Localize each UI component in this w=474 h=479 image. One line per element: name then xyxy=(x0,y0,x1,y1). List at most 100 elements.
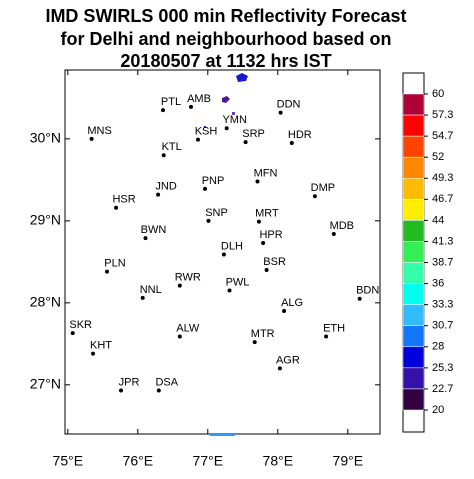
station-label: MTR xyxy=(251,328,275,340)
colorbar-label: 28 xyxy=(432,341,444,353)
color-box xyxy=(402,388,425,411)
station-dot xyxy=(224,126,229,131)
station-dot xyxy=(156,388,161,393)
color-box xyxy=(402,283,425,305)
station-label: AMB xyxy=(187,93,211,105)
station-label: HSR xyxy=(112,194,135,206)
subtitle: for Delhi and neighbourhood based on xyxy=(61,29,392,49)
colorbar-label: 25.3 xyxy=(432,362,453,374)
station-label: KHT xyxy=(90,340,112,352)
y-tick-label: 27°N xyxy=(30,376,61,392)
station-label: JND xyxy=(155,181,176,193)
station-dot xyxy=(227,288,232,293)
station-dot xyxy=(203,186,207,191)
station-dot xyxy=(331,231,336,236)
station-dot xyxy=(277,366,282,371)
colorbar-label: 33.3 xyxy=(432,299,453,311)
station-label: DLH xyxy=(221,240,243,252)
x-tick-label: 79°E xyxy=(333,453,364,469)
station-dot xyxy=(156,192,161,197)
station-label: MRT xyxy=(255,208,279,220)
station-dot xyxy=(143,236,148,241)
color-box xyxy=(402,367,425,390)
station-dot xyxy=(282,309,287,314)
x-tick-label: 75°E xyxy=(53,453,84,469)
color-box xyxy=(402,325,425,348)
color-box xyxy=(402,135,425,158)
colorbar-label: 38.7 xyxy=(432,256,453,268)
station-label: BWN xyxy=(141,224,167,236)
color-box xyxy=(402,114,425,137)
station-dot xyxy=(289,140,294,145)
x-tick-label: 76°E xyxy=(123,453,154,469)
station-dot xyxy=(119,388,123,393)
station-label: SRP xyxy=(242,128,265,140)
color-box xyxy=(402,346,425,369)
station-label: ALW xyxy=(176,322,200,334)
station-label: ALG xyxy=(281,297,303,309)
station-label: KTL xyxy=(162,141,182,153)
station-dot xyxy=(177,334,182,339)
station-label: DSA xyxy=(155,376,178,388)
station-dot xyxy=(114,205,119,210)
colorbar-label: 36 xyxy=(432,278,444,290)
color-box xyxy=(402,220,425,242)
station-dot xyxy=(161,153,166,158)
station-label: DMP xyxy=(311,182,335,194)
colorbar-label: 49.3 xyxy=(432,172,453,184)
y-tick-label: 30°N xyxy=(30,130,61,146)
station-label: MFN xyxy=(254,167,278,179)
station-label: KSH xyxy=(195,126,218,138)
station-dot xyxy=(357,296,362,301)
station-dot xyxy=(255,179,260,184)
colorbar-label: 60 xyxy=(432,88,444,100)
station-dot xyxy=(221,252,226,257)
x-tick-label: 77°E xyxy=(193,453,224,469)
colorbar-label: 20 xyxy=(432,404,444,416)
title: IMD SWIRLS 000 min Reflectivity Forecast xyxy=(45,6,406,26)
station-label: DDN xyxy=(277,99,301,111)
station-label: MDB xyxy=(330,220,354,232)
station-label: NNL xyxy=(140,284,162,296)
color-box xyxy=(402,199,425,221)
station-label: SKR xyxy=(69,319,92,331)
colorbar-label: 30.7 xyxy=(432,320,453,332)
y-tick-label: 29°N xyxy=(30,212,61,228)
station-label: SNP xyxy=(205,207,228,219)
station-dot xyxy=(278,110,283,115)
x-tick-label: 78°E xyxy=(263,453,294,469)
colorbar-label: 44 xyxy=(432,214,444,226)
station-dot xyxy=(89,136,94,141)
station-dot xyxy=(189,104,193,109)
station-dot xyxy=(264,268,269,273)
station-dot xyxy=(261,240,266,245)
station-label: RWR xyxy=(175,272,201,284)
color-box xyxy=(402,156,425,179)
colorbar-label: 22.7 xyxy=(432,383,453,395)
color-box xyxy=(402,178,425,200)
station-label: HDR xyxy=(288,129,312,141)
station-dot xyxy=(161,108,165,113)
color-box xyxy=(402,262,425,284)
color-box xyxy=(402,93,425,116)
station-dot xyxy=(312,194,317,199)
y-tick-label: 28°N xyxy=(30,294,61,310)
subtitle: 20180507 at 1132 hrs IST xyxy=(120,51,331,71)
station-dot xyxy=(256,219,261,224)
station-label: HPR xyxy=(259,229,282,241)
station-label: JPR xyxy=(119,376,140,388)
station-label: PLN xyxy=(104,258,125,270)
station-label: BDN xyxy=(356,285,379,297)
station-dot xyxy=(243,140,248,145)
station-dot xyxy=(196,137,200,142)
colorbar-label: 52 xyxy=(432,151,444,163)
station-dot xyxy=(206,218,211,223)
colorbar-label: 57.3 xyxy=(432,109,453,121)
color-box xyxy=(402,241,425,263)
radar-echo xyxy=(204,73,248,436)
station-label: PTL xyxy=(161,96,181,108)
station-dot xyxy=(70,331,75,336)
station-dot xyxy=(324,334,329,339)
station-dot xyxy=(252,340,257,345)
